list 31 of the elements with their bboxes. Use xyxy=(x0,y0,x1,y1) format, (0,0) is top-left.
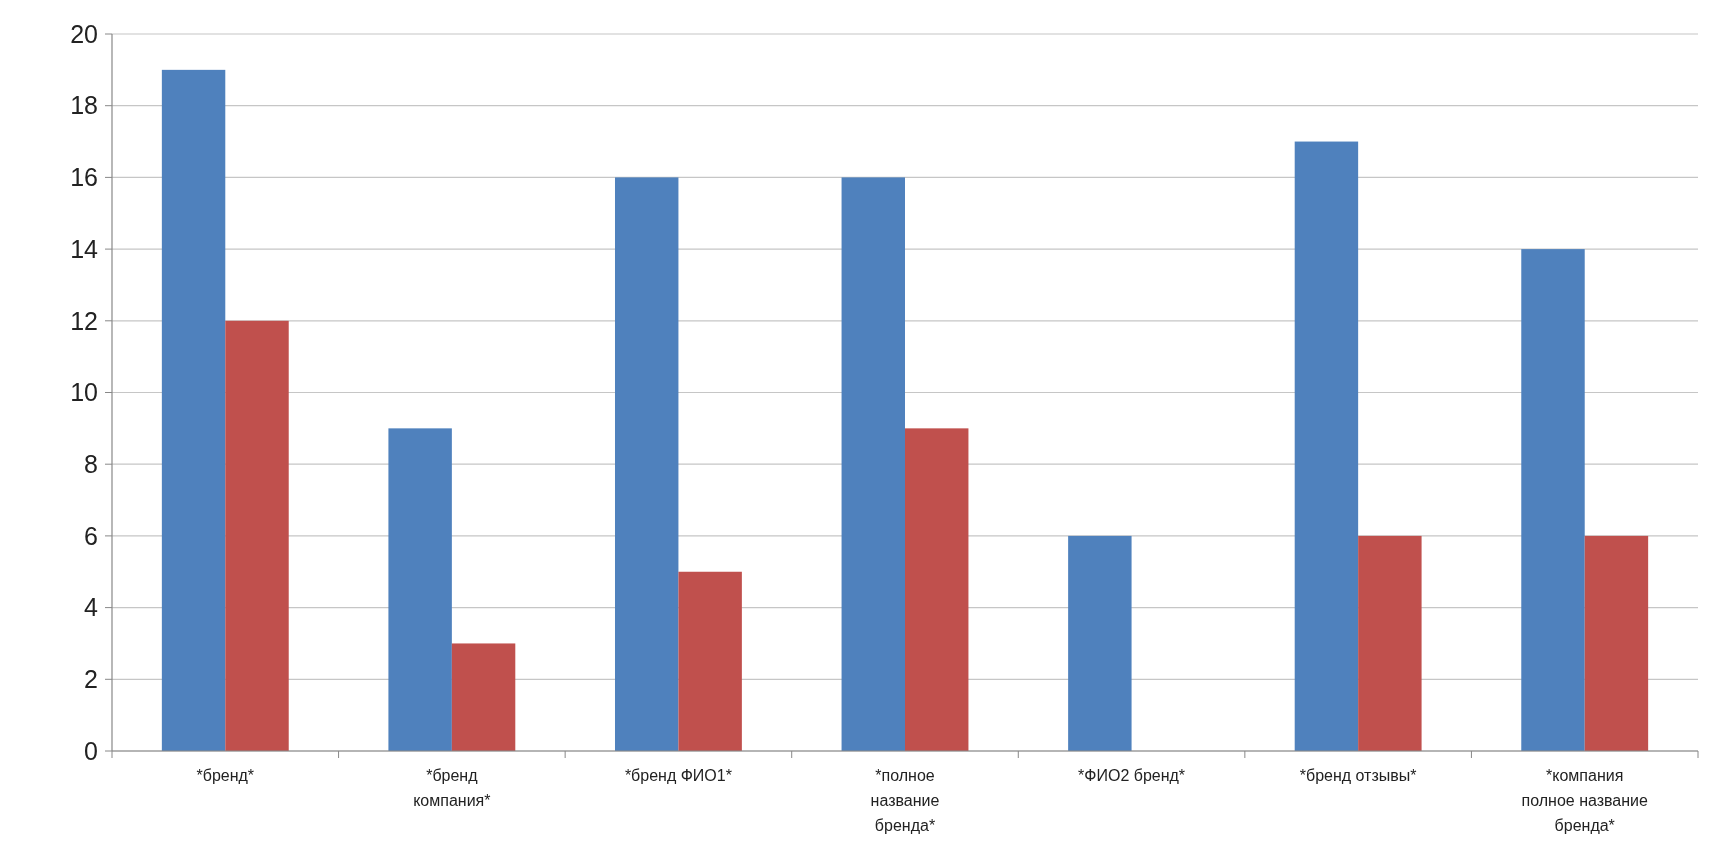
bar xyxy=(1521,249,1585,751)
bar xyxy=(614,177,679,751)
y-tick-label: 16 xyxy=(70,163,98,192)
y-tick-label: 2 xyxy=(84,665,98,694)
category-label: *полное название бренда* xyxy=(870,767,940,834)
y-tick-label: 20 xyxy=(70,19,98,48)
category-label: *компания полное название бренда* xyxy=(1521,767,1648,834)
x-tick-label: *ФИО2 бренд* xyxy=(1078,767,1186,784)
bar xyxy=(451,643,516,751)
bar xyxy=(388,428,452,751)
bar xyxy=(1294,141,1359,751)
bar xyxy=(905,428,969,751)
category-label: *бренд компания* xyxy=(413,767,491,809)
bar xyxy=(841,177,905,751)
bar xyxy=(1584,535,1649,751)
x-tick-label: *бренд ФИО1* xyxy=(624,767,732,784)
y-tick-label: 8 xyxy=(84,449,98,478)
y-tick-label: 18 xyxy=(70,91,98,120)
y-tick-label: 14 xyxy=(70,234,99,263)
bar xyxy=(225,320,289,751)
x-tick-label: *бренд* xyxy=(196,767,255,784)
y-tick-label: 4 xyxy=(84,593,99,622)
y-tick-label: 10 xyxy=(70,378,98,407)
y-tick-label: 0 xyxy=(84,736,98,765)
y-tick-label: 12 xyxy=(70,306,98,335)
y-tick-label: 6 xyxy=(84,521,98,550)
bar xyxy=(1068,535,1132,751)
bar xyxy=(1358,535,1422,751)
bar xyxy=(161,69,226,751)
bar xyxy=(678,571,742,751)
x-tick-label: *бренд отзывы* xyxy=(1299,767,1417,784)
